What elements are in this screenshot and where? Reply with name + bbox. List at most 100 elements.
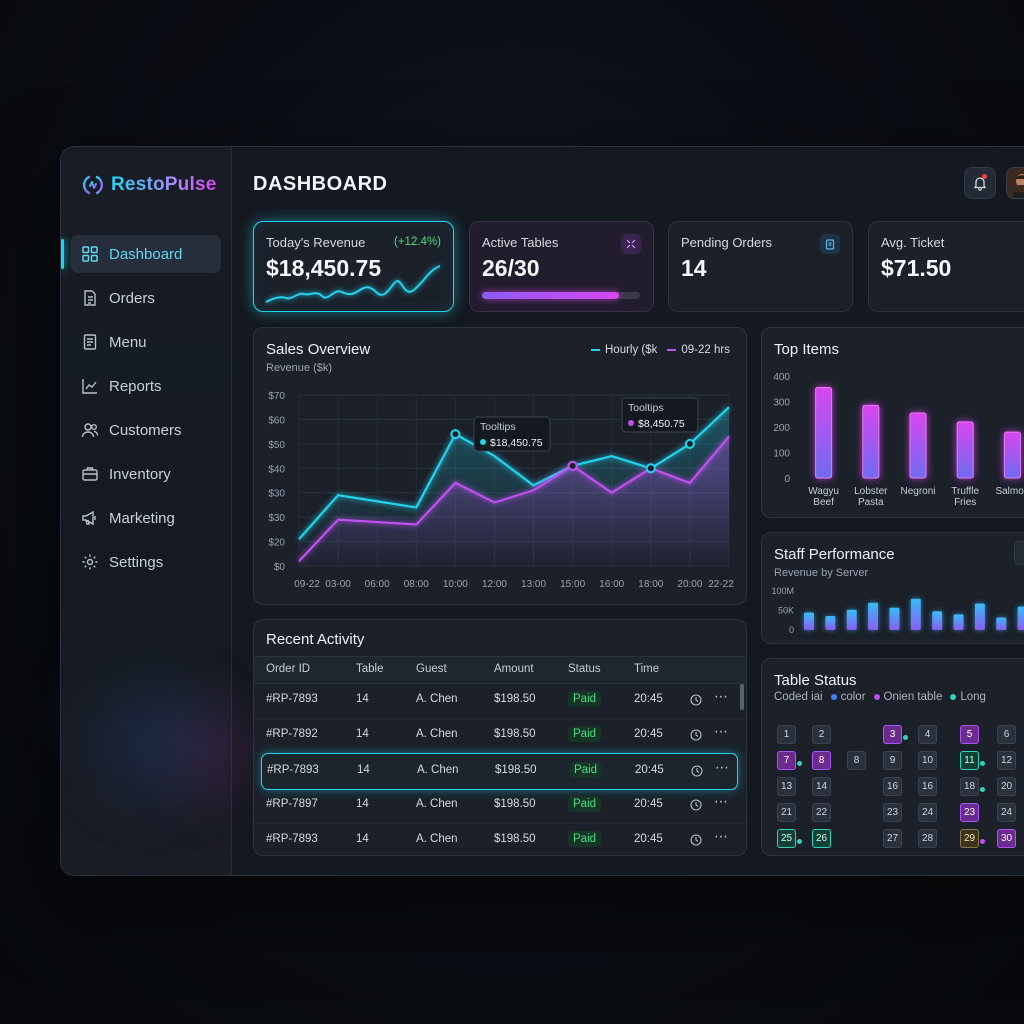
table-cell: #RP-7893 xyxy=(267,764,319,776)
kpi-ticket-card[interactable]: Avg. Ticket $71.50 xyxy=(868,221,1024,312)
table-row[interactable]: #RP-7893 14 A. Chen $198.50 Paid 20:45 ⋯ xyxy=(254,683,746,719)
table-cell-1[interactable]: 1 xyxy=(777,725,796,744)
app-name: RestoPulse xyxy=(111,174,217,195)
table-cell-2[interactable]: 2 xyxy=(812,725,831,744)
table-cell: $198.50 xyxy=(494,798,536,810)
sidebar-item-menu[interactable]: Menu xyxy=(71,323,221,361)
sidebar-item-settings[interactable]: Settings xyxy=(71,543,221,581)
top-items-card: Top Items 0 100 200 300 400 Wagyu Beef Lobster P… xyxy=(761,327,1024,518)
table-scrollbar[interactable] xyxy=(740,684,744,710)
sales-overview-card: Sales Overview Revenue ($k) Hourly ($k 0… xyxy=(253,327,747,605)
table-cell-3[interactable]: 3 xyxy=(883,725,902,744)
table-cell-16[interactable]: 16 xyxy=(918,777,937,796)
clock-icon[interactable] xyxy=(690,833,702,846)
table-cell-28[interactable]: 28 xyxy=(918,829,937,848)
column-header[interactable]: Time xyxy=(634,663,660,675)
app-window: RestoPulse Dashboard Orders Menu Reports xyxy=(60,146,1024,876)
staff-filter-button[interactable] xyxy=(1014,541,1024,565)
tooltip-title: Tooltips xyxy=(480,421,516,433)
bar xyxy=(932,611,943,630)
table-cell-13[interactable]: 13 xyxy=(777,777,796,796)
sales-legend: Hourly ($k 09-22 hrs xyxy=(591,344,730,356)
clock-icon[interactable] xyxy=(690,693,702,706)
bar xyxy=(910,598,921,630)
column-header[interactable]: Order ID xyxy=(266,663,311,675)
table-cell-10[interactable]: 10 xyxy=(918,751,937,770)
table-cell-22[interactable]: 22 xyxy=(812,803,831,822)
more-options-icon[interactable]: ⋯ xyxy=(714,828,729,844)
chart-tooltip: Tooltips $18,450.75 xyxy=(473,416,551,452)
column-header[interactable]: Table xyxy=(356,663,384,675)
table-row[interactable]: #RP-7897 14 A. Chen $198.50 Paid 20:45 ⋯ xyxy=(254,788,746,824)
table-cell-8[interactable]: 8 xyxy=(812,751,831,770)
sidebar-item-orders[interactable]: Orders xyxy=(71,279,221,317)
table-cell: 20:45 xyxy=(634,798,663,810)
table-cell-8[interactable]: 8 xyxy=(847,751,866,770)
clock-icon[interactable] xyxy=(691,764,703,777)
y-tick-label: $60 xyxy=(268,415,285,426)
table-cell-7[interactable]: 7 xyxy=(777,751,796,770)
table-cell-24[interactable]: 24 xyxy=(918,803,937,822)
table-cell-5[interactable]: 5 xyxy=(960,725,979,744)
table-cell-16[interactable]: 16 xyxy=(883,777,902,796)
more-options-icon[interactable]: ⋯ xyxy=(714,793,729,809)
clock-icon[interactable] xyxy=(690,728,702,741)
table-cell-27[interactable]: 27 xyxy=(883,829,902,848)
tables-progress-fill xyxy=(482,292,620,299)
notifications-button[interactable] xyxy=(964,167,996,199)
table-cell: A. Chen xyxy=(417,764,459,776)
table-cell-12[interactable]: 12 xyxy=(997,751,1016,770)
sidebar-item-inventory[interactable]: Inventory xyxy=(71,455,221,493)
table-cell-14[interactable]: 14 xyxy=(812,777,831,796)
table-cell-26[interactable]: 26 xyxy=(812,829,831,848)
sidebar-item-marketing[interactable]: Marketing xyxy=(71,499,221,537)
column-header[interactable]: Guest xyxy=(416,663,447,675)
table-cell-11[interactable]: 11 xyxy=(960,751,979,770)
bar xyxy=(804,612,814,630)
sidebar-item-dashboard[interactable]: Dashboard xyxy=(61,235,221,273)
megaphone-icon xyxy=(82,510,96,526)
x-tick-label: Salmon xyxy=(995,486,1024,497)
more-options-icon[interactable]: ⋯ xyxy=(715,759,730,775)
x-tick-label: 16:00 xyxy=(599,579,624,590)
more-options-icon[interactable]: ⋯ xyxy=(714,688,729,704)
table-cell: A. Chen xyxy=(416,798,458,810)
pulse-logo-icon xyxy=(82,175,104,195)
column-header[interactable]: Status xyxy=(568,663,601,675)
card-title: Sales Overview xyxy=(266,341,371,358)
table-cell-21[interactable]: 21 xyxy=(777,803,796,822)
x-tick-label: 22-22 xyxy=(708,579,734,590)
table-cell-23[interactable]: 23 xyxy=(960,803,979,822)
sidebar-item-customers[interactable]: Customers xyxy=(71,411,221,449)
menu-book-icon xyxy=(83,334,97,350)
status-dot xyxy=(980,761,985,766)
table-cell-9[interactable]: 9 xyxy=(883,751,902,770)
table-cell-20[interactable]: 20 xyxy=(997,777,1016,796)
table-row[interactable]: #RP-7893 14 A. Chen $198.50 Paid 20:45 ⋯ xyxy=(261,753,738,790)
tables-progress-track xyxy=(482,292,640,299)
document-icon xyxy=(84,290,96,306)
sidebar-item-reports[interactable]: Reports xyxy=(71,367,221,405)
table-cell: #RP-7893 xyxy=(266,833,318,845)
table-cell-29[interactable]: 29 xyxy=(960,829,979,848)
table-cell-30[interactable]: 30 xyxy=(997,829,1016,848)
table-cell-6[interactable]: 6 xyxy=(997,725,1016,744)
table-row[interactable]: #RP-7893 14 A. Chen $198.50 Paid 20:45 ⋯ xyxy=(254,823,746,855)
table-cell-4[interactable]: 4 xyxy=(918,725,937,744)
more-options-icon[interactable]: ⋯ xyxy=(714,723,729,739)
kpi-revenue-card[interactable]: Today's Revenue (+12.4%) $18,450.75 xyxy=(253,221,454,312)
table-cell-25[interactable]: 25 xyxy=(777,829,796,848)
table-cell-23[interactable]: 23 xyxy=(883,803,902,822)
column-header[interactable]: Amount xyxy=(494,663,534,675)
users-icon xyxy=(81,423,99,438)
legend-item-range: 09-22 hrs xyxy=(667,344,730,356)
staff-bar-chart: 0 50K 100M xyxy=(771,586,1024,635)
app-logo[interactable]: RestoPulse xyxy=(81,173,216,197)
table-cell-18[interactable]: 18 xyxy=(960,777,979,796)
kpi-pending-card[interactable]: Pending Orders 14 xyxy=(668,221,853,312)
kpi-tables-card[interactable]: Active Tables 26/30 xyxy=(469,221,654,312)
table-cell-24[interactable]: 24 xyxy=(997,803,1016,822)
table-row[interactable]: #RP-7892 14 A. Chen $198.50 Paid 20:45 ⋯ xyxy=(254,718,746,754)
avatar[interactable] xyxy=(1006,167,1024,199)
clock-icon[interactable] xyxy=(690,798,702,811)
